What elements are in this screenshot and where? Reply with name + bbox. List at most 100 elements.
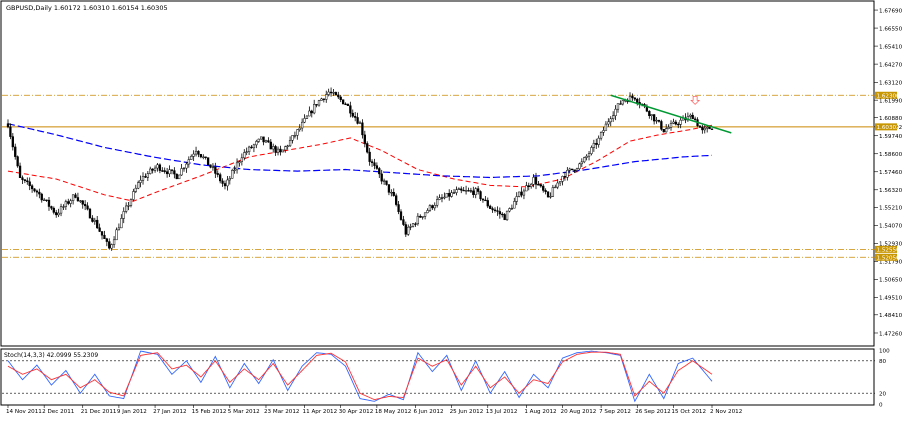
candle — [607, 118, 610, 127]
candle-body — [677, 123, 680, 126]
candle — [117, 223, 121, 231]
indicator-label: Stoch(14,3,3) 42.0999 55.2309 — [4, 352, 98, 359]
candle — [452, 188, 456, 194]
candle — [313, 99, 316, 115]
y-tick-label: 1.55210 — [879, 206, 903, 212]
candle — [110, 243, 113, 251]
candle — [267, 137, 270, 143]
candle-body — [96, 219, 99, 229]
candle-body — [231, 170, 234, 179]
candle-body — [426, 210, 429, 214]
stochastic-lines — [2, 350, 875, 403]
level-tag-box — [875, 245, 897, 253]
candle-body — [310, 110, 313, 114]
y-tick-label: 1.48410 — [879, 313, 903, 319]
candle — [216, 170, 219, 178]
candle-body — [243, 152, 246, 159]
candle-body — [122, 211, 125, 219]
candle-body — [158, 164, 162, 171]
stoch-tick-label: 0 — [879, 402, 883, 408]
candle — [677, 122, 680, 129]
candle-body — [585, 155, 588, 158]
candle-body — [190, 156, 193, 160]
candle-body — [361, 122, 364, 136]
stoch-series-0 — [7, 350, 713, 403]
candle — [219, 172, 222, 184]
candle-body — [669, 123, 673, 128]
candle — [62, 204, 65, 211]
candle — [122, 207, 125, 224]
candle-body — [399, 211, 403, 220]
candle-body — [679, 119, 682, 125]
stoch-tick-label: 100 — [879, 348, 890, 354]
candle — [404, 221, 407, 237]
candle — [272, 143, 275, 153]
candle-body — [103, 234, 106, 240]
candle — [303, 114, 306, 124]
y-tick-label: 1.47260 — [879, 331, 903, 337]
candle-body — [479, 191, 482, 200]
x-tick-label: 2 Nov 2012 — [710, 409, 742, 415]
candle-body — [165, 171, 169, 175]
candle-body — [332, 92, 335, 94]
candle-body — [558, 181, 562, 184]
candle — [279, 145, 282, 156]
y-tick-label: 1.57460 — [879, 170, 903, 176]
candle — [108, 238, 111, 250]
main-plot-frame — [0, 0, 875, 347]
candle-body — [182, 167, 186, 170]
candle-body — [192, 153, 195, 157]
candle — [436, 195, 439, 208]
candle — [238, 160, 241, 167]
level-tag-label: 1.52050 — [877, 255, 901, 261]
candle-body — [23, 179, 27, 181]
candle — [373, 158, 376, 170]
candle — [255, 139, 258, 149]
candle-body — [11, 136, 14, 148]
candle-body — [556, 182, 559, 188]
candle-body — [672, 121, 675, 124]
candle-body — [300, 121, 304, 129]
candle-body — [187, 159, 190, 165]
candle — [380, 169, 383, 185]
candle-body — [354, 116, 357, 118]
candle — [288, 136, 292, 147]
candle — [467, 187, 470, 192]
candle — [226, 175, 229, 191]
candle — [609, 116, 612, 127]
candle — [440, 194, 444, 203]
candle — [112, 236, 116, 248]
candle — [252, 143, 256, 153]
candle — [262, 136, 265, 146]
candle-body — [9, 126, 12, 137]
level-tag-box — [875, 253, 897, 261]
candle-body — [93, 219, 96, 222]
candle — [93, 217, 96, 225]
candle — [6, 119, 10, 129]
candle-body — [134, 187, 137, 192]
candle — [498, 207, 501, 219]
candle — [182, 167, 186, 172]
candle — [368, 147, 371, 166]
candle-body — [578, 163, 581, 170]
candle-body — [419, 215, 422, 218]
candle-body — [481, 198, 485, 201]
candle-body — [57, 212, 60, 216]
candle-body — [467, 190, 470, 192]
candle — [416, 213, 420, 226]
candle-body — [616, 103, 620, 110]
candle — [660, 119, 663, 131]
x-tick-label: 26 Sep 2012 — [635, 409, 670, 415]
candle — [616, 103, 620, 113]
candle — [578, 162, 581, 170]
candle — [515, 192, 518, 206]
candle — [563, 171, 567, 181]
candle — [491, 206, 494, 213]
y-tick-label: 1.66550 — [879, 26, 903, 32]
candle — [378, 166, 381, 178]
candle — [40, 192, 43, 203]
candle — [235, 158, 239, 174]
candle — [337, 91, 340, 100]
candle — [402, 215, 405, 226]
